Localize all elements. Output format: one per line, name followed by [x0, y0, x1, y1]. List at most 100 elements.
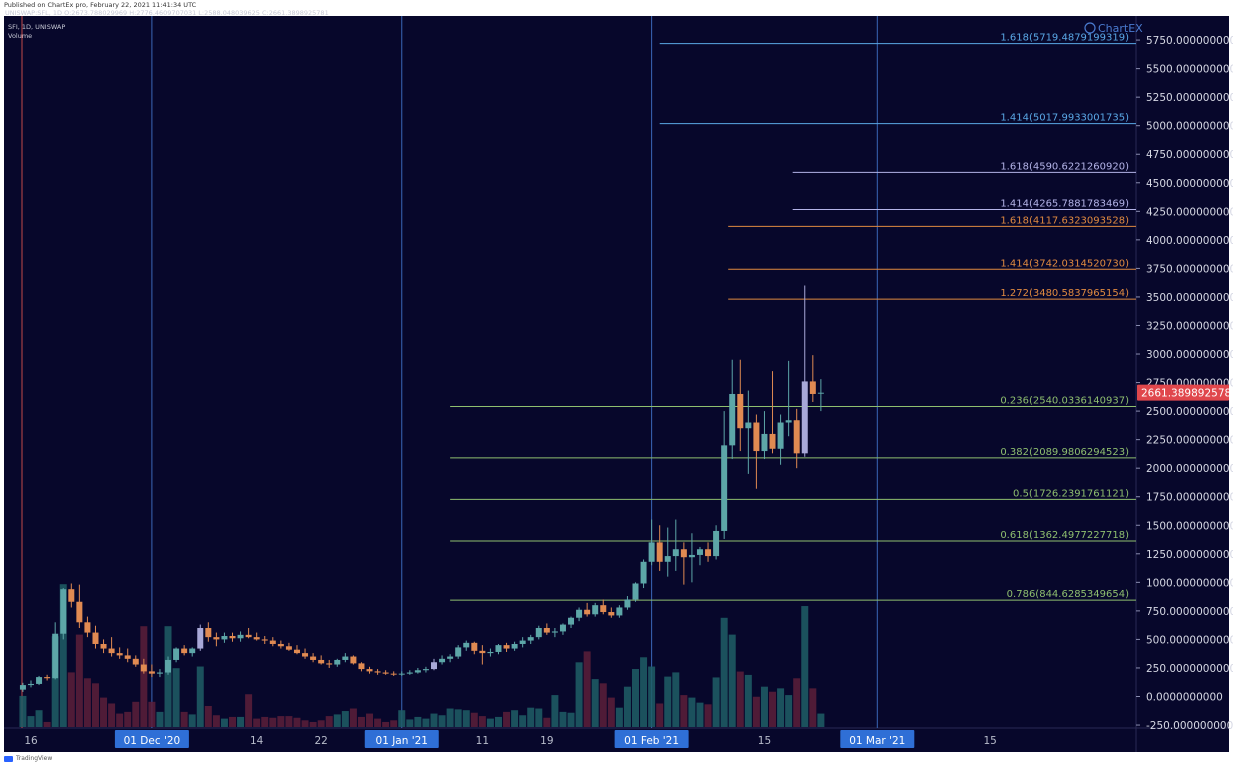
candle-body [60, 589, 67, 634]
candle-body [680, 549, 687, 558]
volume-bar [35, 710, 43, 727]
date-tick-label: 15 [983, 735, 996, 747]
plot-area[interactable] [4, 16, 1136, 752]
candle-body [600, 605, 607, 613]
candle-body [358, 663, 365, 670]
volume-bar [672, 672, 680, 727]
candle-body [753, 422, 760, 452]
candle-body [471, 642, 478, 651]
candle-body [632, 583, 639, 600]
volume-bar [696, 702, 704, 727]
candle-body [503, 645, 510, 649]
volume-bar [390, 720, 398, 727]
candle-body [672, 549, 679, 557]
candle-body [640, 561, 647, 584]
volume-bar [591, 679, 599, 727]
candle-body [592, 605, 599, 615]
price-tick-label: 1750.0000000000 [1146, 492, 1233, 504]
volume-bar [623, 686, 631, 727]
date-tick-label: 01 Mar '21 [849, 735, 905, 747]
price-axis[interactable] [1136, 16, 1229, 752]
candle-body [302, 653, 309, 657]
candle-body [285, 646, 292, 650]
date-tick-label: 01 Dec '20 [124, 735, 181, 747]
date-tick-label: 15 [758, 735, 771, 747]
volume-bar [91, 683, 99, 727]
candle-body [745, 422, 752, 429]
volume-bar [769, 691, 777, 727]
candle-body [398, 673, 405, 675]
candle-body [36, 677, 43, 684]
candle-body [84, 622, 91, 633]
candle-body [28, 683, 34, 686]
candle-body [318, 659, 325, 664]
fib-label-4: 1.618(4117.6323093528) [1000, 215, 1129, 226]
candle-body [793, 420, 800, 454]
date-ticks: 16 01 Dec '20 14 22 01 Jan '21 11 19 01 Feb '21… [24, 730, 997, 748]
volume-bar [67, 672, 75, 727]
candlesticks [19, 285, 824, 692]
candle-body [769, 433, 776, 449]
volume-bar [374, 718, 382, 727]
candle-body [116, 653, 123, 656]
volume-bar [27, 716, 35, 727]
candle-body [761, 433, 768, 452]
volume-bar [277, 716, 285, 727]
volume-bar [559, 711, 567, 727]
volume-bar [583, 651, 591, 727]
volume-bar [132, 701, 140, 727]
candle-body [44, 677, 51, 679]
candle-body [431, 662, 437, 670]
volume-bar [494, 716, 502, 727]
price-tick-label: 0.0000000000 [1146, 692, 1223, 704]
candle-body [535, 628, 542, 638]
price-tick-label: 1500.0000000000 [1146, 520, 1233, 532]
fib-label-0: 1.618(5719.4879199319) [1000, 33, 1129, 44]
candle-body [777, 422, 784, 449]
candle-body [221, 635, 228, 640]
last-price-marker: 2661.3898925781 [1137, 384, 1233, 401]
volume-bar [51, 636, 59, 727]
volume-bar [357, 716, 365, 727]
candle-body [414, 670, 421, 673]
price-tick-label: 3500.0000000000 [1146, 292, 1233, 304]
candle-body [455, 647, 462, 657]
tradingview-logo-icon [4, 755, 13, 762]
volume-bar [116, 713, 124, 727]
candle-body [406, 672, 413, 674]
candle-body [253, 637, 260, 640]
volume-bar [462, 710, 470, 727]
volume-bar [333, 714, 341, 727]
volume-bar [188, 714, 196, 727]
volume-bar [454, 709, 462, 727]
volume-bar [575, 662, 583, 727]
candle-body [326, 663, 333, 665]
candle-body [189, 648, 196, 654]
candle-body [92, 632, 99, 644]
fib-levels: 1.618(5719.4879199319) 1.414(5017.9933001… [450, 33, 1136, 601]
vertical-lines [21, 16, 878, 728]
volume-bar [148, 701, 156, 727]
footer-brand-label: TradingView [16, 755, 53, 762]
volume-bar [422, 718, 430, 727]
fib-label-7: 0.236(2540.0336140937) [1000, 396, 1129, 407]
volume-bar [253, 718, 261, 727]
candle-body [19, 685, 26, 690]
volume-bar [196, 666, 204, 727]
volume-bar [615, 707, 623, 727]
fib-label-10: 0.618(1362.4977227718) [1000, 530, 1129, 541]
date-highlight-box [614, 730, 689, 748]
date-tick-label: 14 [250, 735, 264, 747]
volume-bar [777, 688, 785, 727]
volume-bar [309, 721, 317, 727]
footer-brand[interactable]: TradingView [4, 755, 52, 762]
candle-body [705, 549, 712, 557]
date-highlight-box [840, 730, 915, 748]
last-price-box [1137, 384, 1229, 401]
legend-main: SFI, 1D, UNISWAP [8, 23, 65, 31]
volume-bar [680, 695, 688, 727]
price-tick-label: 5500.0000000000 [1146, 64, 1233, 76]
volume-bar [59, 584, 67, 727]
fib-label-5: 1.414(3742.0314520730) [1000, 258, 1129, 269]
